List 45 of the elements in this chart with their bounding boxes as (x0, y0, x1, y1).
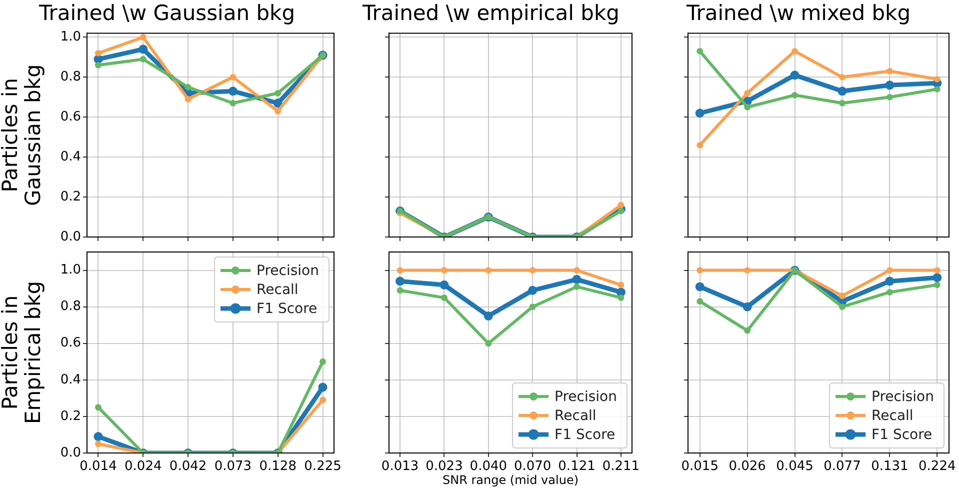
legend-label: Recall (256, 282, 298, 298)
x-tick-label: 0.073 (214, 459, 252, 474)
chart-title: Trained \w empirical bkg (362, 1, 620, 26)
y-tick-label: 0.4 (60, 149, 81, 164)
x-tick-label: 0.024 (124, 459, 162, 474)
y-tick-label: 0.2 (60, 189, 81, 204)
x-tick-label: 0.128 (259, 459, 296, 474)
x-tick-label: 0.014 (80, 459, 117, 474)
y-tick-label: 0.6 (60, 109, 81, 124)
y-tick-label: 0.0 (60, 229, 81, 244)
x-tick-label: 0.225 (304, 459, 342, 474)
x-tick-label: 0.224 (918, 459, 956, 474)
x-axis-title: SNR range (mid value) (442, 472, 579, 487)
y-tick-label: 0.8 (60, 299, 81, 314)
x-tick-label: 0.211 (602, 459, 640, 474)
x-tick-label: 0.045 (776, 459, 814, 474)
x-tick-label: 0.121 (558, 459, 596, 474)
x-tick-label: 0.015 (681, 459, 718, 474)
chart-title: Trained \w Gaussian bkg (38, 1, 296, 26)
y-tick-label: 1.0 (60, 262, 81, 278)
y-tick-label: 0.0 (60, 445, 81, 460)
x-tick-label: 0.070 (514, 459, 552, 474)
x-tick-label: 0.040 (470, 459, 508, 474)
legend-label: F1 Score (256, 301, 318, 318)
legend-label: Precision (256, 263, 319, 280)
y-axis-title: Particles in Gaussian bkg (0, 64, 46, 206)
x-tick-label: 0.026 (728, 459, 766, 474)
legend-label: F1 Score (872, 427, 932, 444)
x-tick-label: 0.023 (426, 459, 463, 474)
x-tick-label: 0.131 (871, 459, 908, 474)
legend-label: F1 Score (554, 427, 616, 444)
legend-label: Recall (554, 408, 596, 424)
y-tick-label: 1.0 (60, 30, 81, 45)
x-tick-label: 0.042 (169, 459, 207, 474)
legend-label: Precision (872, 389, 934, 406)
x-tick-label: 0.013 (381, 459, 419, 474)
legend-label: Recall (872, 408, 914, 424)
x-tick-label: 0.077 (824, 459, 861, 474)
y-tick-label: 0.6 (60, 336, 81, 351)
y-axis-title: Particles in Empirical bkg (0, 280, 46, 424)
chart-title: Trained \w mixed bkg (685, 1, 911, 26)
y-tick-label: 0.8 (60, 70, 81, 85)
y-tick-label: 0.2 (60, 408, 81, 424)
y-tick-label: 0.4 (60, 372, 81, 388)
legend-label: Precision (554, 389, 617, 406)
